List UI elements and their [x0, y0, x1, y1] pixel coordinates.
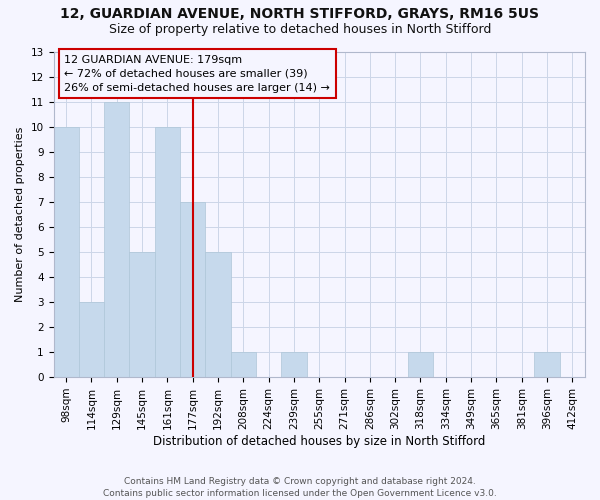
Y-axis label: Number of detached properties: Number of detached properties	[15, 126, 25, 302]
Bar	[53, 126, 79, 377]
Bar	[230, 352, 256, 377]
Bar	[535, 352, 560, 377]
Bar	[104, 102, 130, 377]
Bar	[408, 352, 433, 377]
Bar	[205, 252, 230, 377]
X-axis label: Distribution of detached houses by size in North Stifford: Distribution of detached houses by size …	[153, 434, 485, 448]
Bar	[281, 352, 307, 377]
Bar	[180, 202, 205, 377]
Text: Size of property relative to detached houses in North Stifford: Size of property relative to detached ho…	[109, 22, 491, 36]
Text: Contains HM Land Registry data © Crown copyright and database right 2024.
Contai: Contains HM Land Registry data © Crown c…	[103, 476, 497, 498]
Text: 12 GUARDIAN AVENUE: 179sqm
← 72% of detached houses are smaller (39)
26% of semi: 12 GUARDIAN AVENUE: 179sqm ← 72% of deta…	[64, 55, 330, 93]
Bar	[130, 252, 155, 377]
Bar	[155, 126, 180, 377]
Text: 12, GUARDIAN AVENUE, NORTH STIFFORD, GRAYS, RM16 5US: 12, GUARDIAN AVENUE, NORTH STIFFORD, GRA…	[61, 8, 539, 22]
Bar	[79, 302, 104, 377]
